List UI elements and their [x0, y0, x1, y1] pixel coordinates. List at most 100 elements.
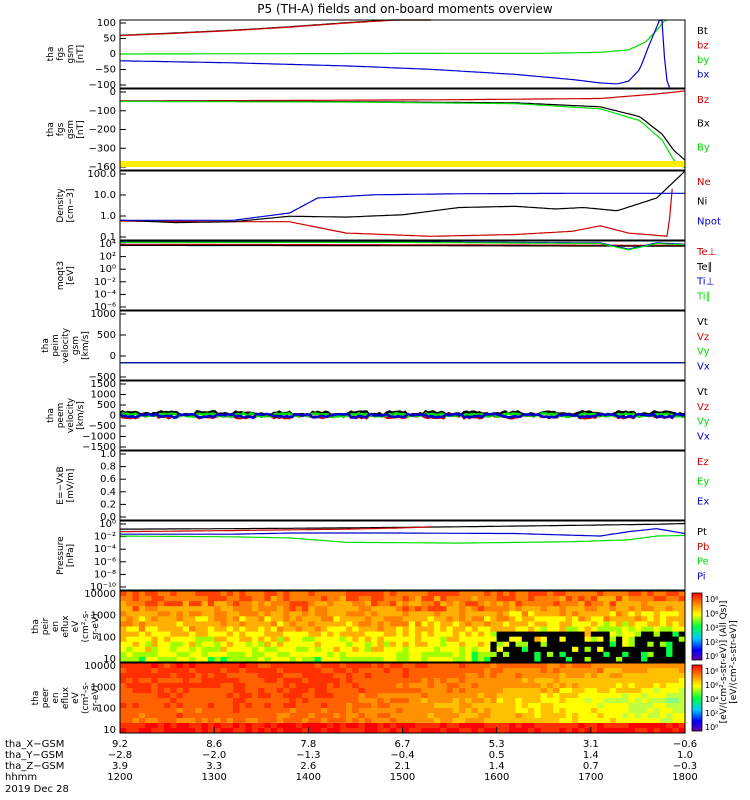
heat-cell: [383, 596, 391, 602]
heat-cell: [308, 591, 316, 597]
heat-cell: [239, 683, 247, 689]
heat-cell: [559, 693, 567, 699]
heat-cell: [396, 663, 404, 669]
heat-cell: [126, 641, 134, 648]
heat-cell: [415, 626, 422, 633]
heat-cell: [371, 646, 378, 653]
heat-cell: [126, 621, 134, 628]
heat-cell: [427, 606, 435, 612]
heat-cell: [446, 631, 454, 638]
heat-cell: [534, 703, 542, 709]
heat-cell: [163, 708, 171, 714]
heat-cell: [647, 596, 655, 602]
heat-cell: [540, 723, 548, 729]
heat-cell: [565, 601, 573, 607]
heat-cell: [565, 693, 573, 699]
heat-cell: [182, 713, 190, 719]
heat-cell: [471, 611, 479, 617]
heat-cell: [647, 683, 655, 689]
heat-cell: [358, 713, 366, 719]
heat-cell: [672, 606, 680, 612]
heat-cell: [264, 646, 272, 653]
heat-cell: [289, 663, 297, 669]
ylabel-fgs-3: [nT]: [76, 45, 86, 63]
heat-cell: [502, 668, 510, 674]
heat-cell: [377, 646, 385, 653]
heat-cell: [440, 591, 448, 597]
heat-cell: [276, 626, 284, 633]
heat-cell: [120, 678, 127, 684]
heat-cell: [615, 663, 623, 669]
heat-cell: [559, 616, 567, 623]
series-group-pressure: [119, 522, 686, 544]
heat-cell: [622, 591, 630, 597]
heat-cell: [465, 606, 473, 612]
heat-cell: [603, 673, 611, 679]
heat-cell: [233, 591, 240, 597]
heat-cell: [170, 656, 178, 662]
heat-cell: [427, 646, 435, 653]
heat-cell: [433, 663, 441, 669]
legend-pressure-1: Pb: [697, 542, 709, 553]
heat-cell: [408, 636, 416, 643]
heat-cell: [264, 688, 272, 694]
heat-cell: [666, 723, 674, 729]
colorbar-tick: 10⁴: [705, 695, 718, 704]
heat-cell: [364, 596, 372, 602]
heat-cell: [659, 616, 667, 623]
xrow-value: 1400: [296, 772, 321, 783]
heat-cell: [590, 636, 598, 643]
heat-cell: [540, 601, 548, 607]
heat-cell: [295, 596, 303, 602]
heat-cell: [151, 631, 159, 638]
heat-cell: [402, 656, 410, 662]
heat-cell: [534, 683, 542, 689]
heat-cell: [615, 616, 623, 623]
heat-cell: [308, 713, 316, 719]
panel-peir: tha peir en eflux eV (cm²-s-sr-eV)10000100010…: [31, 589, 686, 665]
heat-cell: [427, 663, 435, 669]
heat-cell: [609, 601, 617, 607]
heat-cell: [641, 626, 648, 633]
heat-cell: [352, 668, 360, 674]
heat-cell: [138, 678, 146, 684]
heat-cell: [578, 636, 586, 643]
heat-cell: [521, 708, 529, 714]
ytick-temp-0: 10⁴: [99, 239, 116, 250]
heat-cell: [364, 728, 372, 733]
heat-cell: [201, 728, 209, 733]
heat-cell: [490, 636, 498, 643]
heat-cell: [195, 626, 203, 633]
heat-cell: [540, 673, 548, 679]
heat-cell: [207, 591, 215, 597]
heat-cell: [132, 631, 140, 638]
ylabel-pressure-1: [nPa]: [66, 544, 76, 567]
heat-cell: [446, 601, 454, 607]
heat-cell: [163, 631, 171, 638]
heat-cell: [226, 601, 234, 607]
heat-cell: [320, 663, 328, 669]
heat-cell: [157, 596, 165, 602]
heat-cell: [201, 596, 209, 602]
heat-cell: [189, 728, 196, 733]
heat-cell: [170, 683, 178, 689]
heat-cell: [339, 688, 347, 694]
heat-cell: [276, 688, 284, 694]
heat-cell: [496, 591, 504, 597]
heat-cell: [383, 723, 391, 729]
heat-cell: [672, 713, 680, 719]
heat-cell: [553, 703, 561, 709]
heat-cell: [433, 651, 441, 658]
heat-cell: [157, 698, 165, 704]
heat-cell: [484, 693, 491, 699]
ytick-peer-3: 10: [103, 725, 116, 736]
heat-cell: [151, 646, 159, 653]
heat-cell: [276, 646, 284, 653]
series-peem-2: [119, 411, 686, 419]
heat-cell: [320, 713, 328, 719]
heat-cell: [308, 621, 316, 628]
heat-cell: [584, 698, 592, 704]
heat-cell: [346, 703, 353, 709]
heat-cell: [258, 708, 265, 714]
heat-cell: [634, 601, 642, 607]
